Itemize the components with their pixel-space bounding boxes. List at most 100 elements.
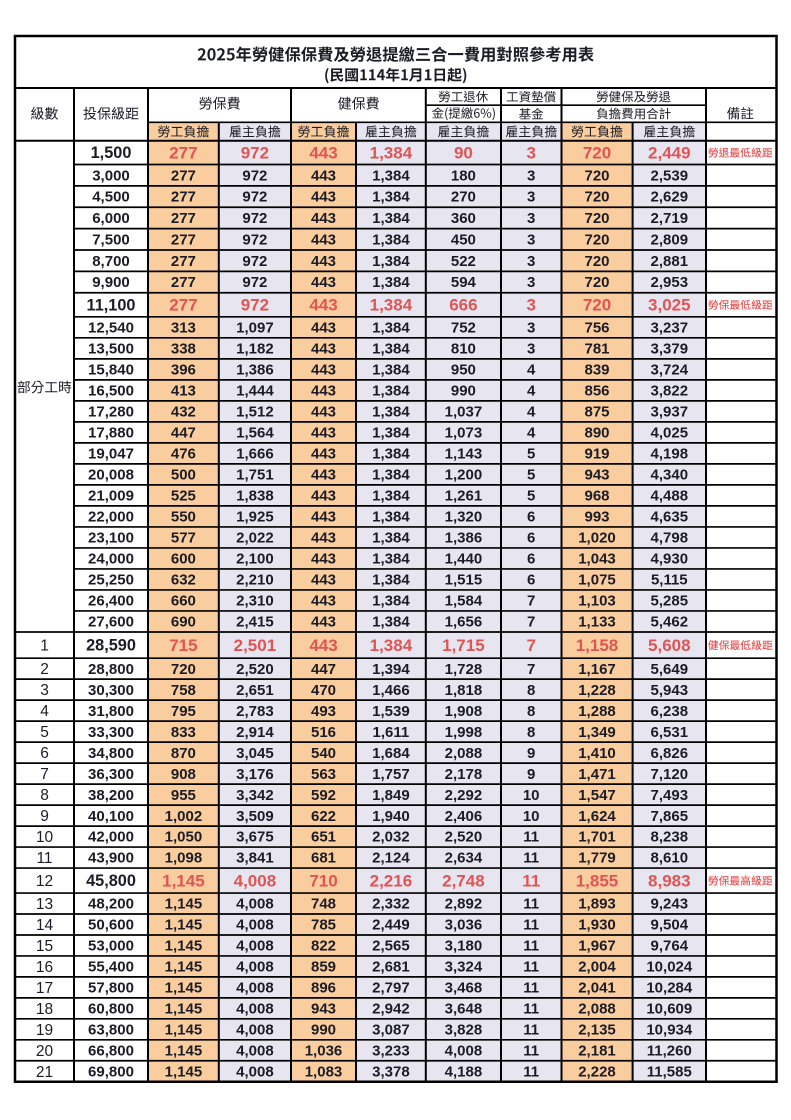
svg-text:443: 443	[311, 383, 336, 400]
svg-text:40,100: 40,100	[88, 808, 134, 825]
svg-text:4,798: 4,798	[651, 530, 689, 547]
svg-text:277: 277	[171, 232, 196, 249]
svg-text:972: 972	[241, 296, 269, 315]
svg-text:11: 11	[523, 1022, 539, 1039]
svg-text:1,539: 1,539	[372, 703, 410, 720]
svg-text:758: 758	[171, 682, 196, 699]
svg-text:10: 10	[36, 829, 54, 846]
svg-text:443: 443	[311, 572, 336, 589]
svg-text:8,238: 8,238	[651, 829, 689, 846]
svg-text:11: 11	[523, 980, 539, 997]
svg-text:5: 5	[527, 446, 535, 463]
svg-text:1,444: 1,444	[236, 383, 274, 400]
svg-text:972: 972	[241, 143, 269, 162]
svg-text:3: 3	[527, 253, 535, 270]
svg-text:277: 277	[171, 210, 196, 227]
svg-text:2,501: 2,501	[234, 636, 277, 655]
svg-text:1,384: 1,384	[370, 296, 413, 315]
svg-text:26,400: 26,400	[88, 593, 134, 610]
svg-text:277: 277	[171, 274, 196, 291]
svg-text:7: 7	[527, 593, 535, 610]
svg-text:1,656: 1,656	[445, 614, 483, 631]
svg-text:1,075: 1,075	[578, 572, 616, 589]
svg-text:4,930: 4,930	[651, 551, 689, 568]
svg-text:720: 720	[584, 232, 609, 249]
svg-text:3,648: 3,648	[445, 1001, 483, 1018]
svg-text:972: 972	[242, 167, 267, 184]
svg-text:9: 9	[527, 766, 535, 783]
svg-text:1,145: 1,145	[165, 1001, 203, 1018]
svg-text:6: 6	[527, 509, 535, 526]
svg-text:1,384: 1,384	[372, 467, 410, 484]
svg-text:1,228: 1,228	[578, 682, 616, 699]
svg-text:6,238: 6,238	[651, 703, 689, 720]
svg-text:443: 443	[311, 404, 336, 421]
svg-text:5: 5	[527, 467, 535, 484]
svg-text:943: 943	[584, 467, 609, 484]
svg-text:1,384: 1,384	[372, 383, 410, 400]
svg-text:277: 277	[169, 296, 197, 315]
svg-text:990: 990	[311, 1022, 336, 1039]
svg-text:896: 896	[311, 980, 336, 997]
svg-text:577: 577	[171, 530, 196, 547]
svg-text:1,167: 1,167	[578, 661, 616, 678]
svg-text:550: 550	[171, 509, 196, 526]
svg-text:11: 11	[522, 871, 540, 890]
svg-text:1,384: 1,384	[372, 446, 410, 463]
svg-text:1,471: 1,471	[578, 766, 616, 783]
svg-text:10,609: 10,609	[646, 1001, 692, 1018]
svg-text:3: 3	[527, 167, 535, 184]
svg-text:4,008: 4,008	[236, 896, 274, 913]
svg-text:1,320: 1,320	[445, 509, 483, 526]
svg-text:972: 972	[242, 253, 267, 270]
svg-text:4,008: 4,008	[234, 871, 277, 890]
svg-text:447: 447	[171, 425, 196, 442]
svg-text:6: 6	[527, 572, 535, 589]
svg-text:1,684: 1,684	[372, 745, 410, 762]
svg-text:8: 8	[527, 682, 535, 699]
svg-text:972: 972	[242, 189, 267, 206]
svg-text:7: 7	[527, 614, 535, 631]
svg-text:4: 4	[40, 703, 49, 720]
svg-text:443: 443	[311, 530, 336, 547]
svg-text:2,634: 2,634	[445, 850, 483, 867]
svg-text:443: 443	[311, 425, 336, 442]
svg-text:443: 443	[311, 341, 336, 358]
svg-text:36,300: 36,300	[88, 766, 134, 783]
svg-text:5: 5	[40, 724, 49, 741]
svg-text:715: 715	[169, 636, 197, 655]
svg-text:3: 3	[527, 189, 535, 206]
svg-text:33,300: 33,300	[88, 724, 134, 741]
svg-text:413: 413	[171, 383, 196, 400]
svg-text:1,145: 1,145	[165, 980, 203, 997]
svg-text:13: 13	[36, 896, 53, 913]
svg-text:1,145: 1,145	[165, 938, 203, 955]
svg-text:3,025: 3,025	[648, 296, 691, 315]
svg-text:5,943: 5,943	[651, 682, 689, 699]
svg-text:2,520: 2,520	[445, 829, 483, 846]
svg-text:4: 4	[527, 383, 536, 400]
svg-text:500: 500	[171, 467, 196, 484]
svg-text:12: 12	[36, 873, 53, 890]
svg-text:3,237: 3,237	[651, 320, 689, 337]
svg-text:22,000: 22,000	[88, 509, 134, 526]
svg-text:2,520: 2,520	[236, 661, 274, 678]
svg-text:756: 756	[584, 320, 609, 337]
svg-text:443: 443	[311, 593, 336, 610]
svg-text:1,097: 1,097	[236, 320, 274, 337]
svg-text:277: 277	[171, 189, 196, 206]
svg-text:968: 968	[584, 488, 609, 505]
svg-text:1,143: 1,143	[445, 446, 483, 463]
svg-text:600: 600	[171, 551, 196, 568]
svg-text:690: 690	[171, 614, 196, 631]
svg-text:919: 919	[584, 446, 609, 463]
svg-text:7: 7	[526, 636, 535, 655]
svg-text:11: 11	[523, 850, 539, 867]
svg-text:7,120: 7,120	[651, 766, 689, 783]
svg-text:11: 11	[523, 1001, 539, 1018]
svg-text:2,565: 2,565	[372, 938, 410, 955]
svg-text:1,440: 1,440	[445, 551, 483, 568]
svg-text:1,925: 1,925	[236, 509, 274, 526]
svg-text:5,115: 5,115	[651, 572, 688, 589]
svg-text:3,509: 3,509	[236, 808, 274, 825]
